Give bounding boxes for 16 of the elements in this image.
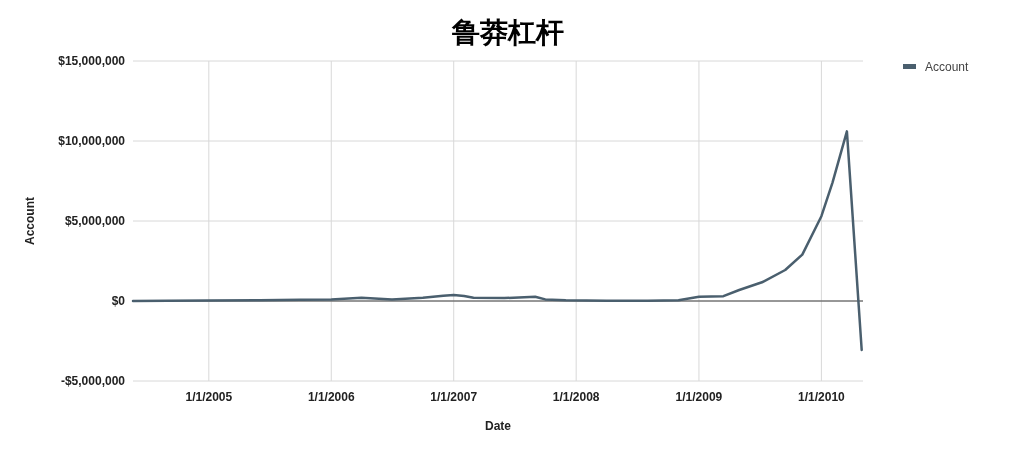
legend-label: Account [925, 60, 970, 74]
y-tick-label: -$5,000,000 [60, 374, 126, 388]
x-tick-label: 1/1/2005 [185, 390, 233, 404]
line-series [131, 130, 863, 352]
x-tick-label: 1/1/2010 [798, 390, 846, 404]
y-axis-title: Account [23, 197, 37, 245]
x-tick-label: 1/1/2009 [675, 390, 723, 404]
y-tick-label: $10,000,000 [58, 134, 126, 148]
x-tick-label: 1/1/2007 [430, 390, 478, 404]
x-axis-title: Date [484, 419, 512, 433]
chart-title: 鲁莽杠杆 [451, 16, 564, 49]
y-tick-label: $0 [111, 294, 126, 308]
x-tick-label: 1/1/2006 [307, 390, 355, 404]
y-tick-label: $15,000,000 [58, 54, 126, 68]
y-tick-label: $5,000,000 [64, 214, 126, 228]
x-tick-label: 1/1/2008 [552, 390, 600, 404]
